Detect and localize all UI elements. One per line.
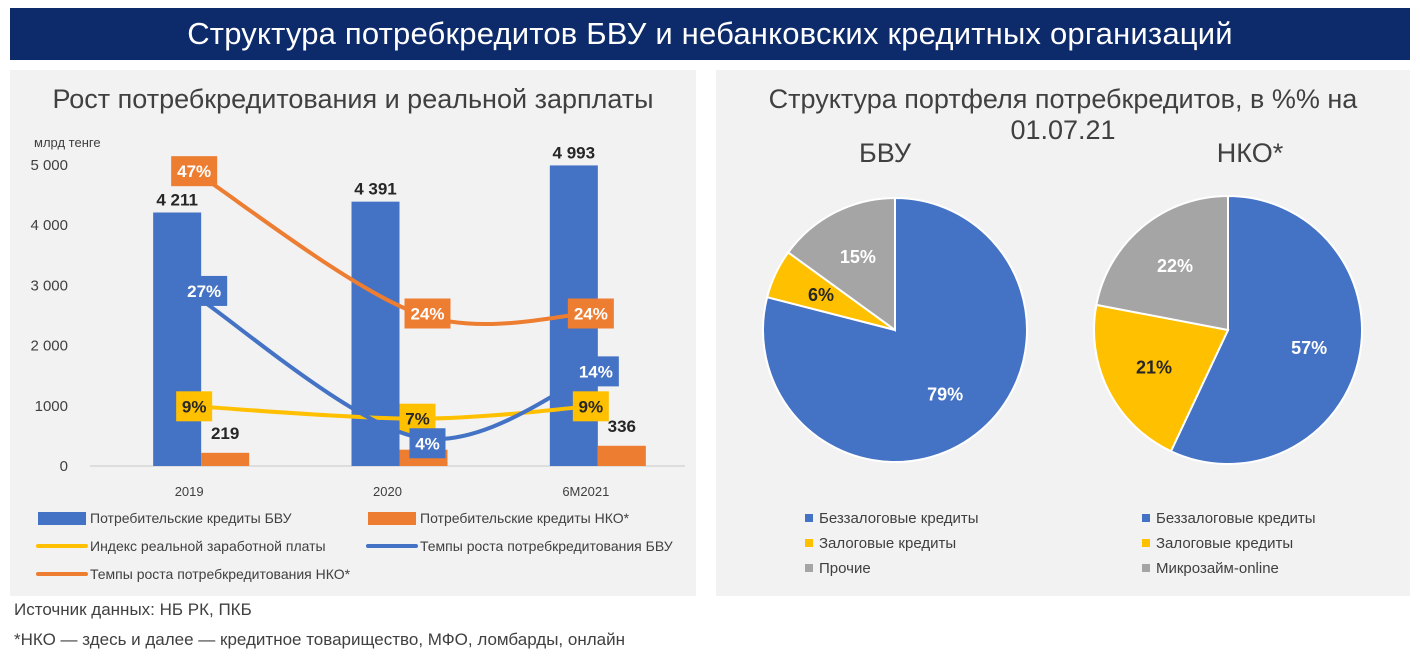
bar-bvu (351, 201, 400, 466)
pie-data-label: 15% (840, 247, 876, 267)
pie-slice (1093, 303, 1230, 453)
legend-label: Беззалоговые кредиты (1156, 510, 1316, 527)
bar-bvu (153, 212, 202, 466)
pie-slice (1169, 194, 1364, 465)
legend-label: Темпы роста потребкредитования БВУ (420, 538, 673, 554)
line-data-label: 9% (579, 397, 604, 416)
line-label-box (171, 156, 218, 187)
pie-panel-title: Структура портфеля потребкредитов, в %% … (768, 84, 1358, 145)
page-title: Структура потребкредитов БВУ и небанковс… (187, 16, 1233, 51)
line-data-label: 7% (405, 410, 430, 429)
pie-slice (1095, 194, 1229, 332)
y-tick-label: 5 000 (30, 157, 68, 174)
pie-data-label: 21% (1136, 358, 1172, 378)
legend-swatch (1142, 564, 1150, 572)
line-label-box (572, 356, 619, 387)
legend-label: Индекс реальной заработной платы (90, 538, 326, 554)
legend-swatch (38, 512, 86, 525)
x-tick-label: 2020 (373, 484, 402, 499)
y-tick-label: 1000 (35, 398, 68, 415)
line-data-label: 4% (415, 434, 440, 453)
page-banner: Структура потребкредитов БВУ и небанковс… (10, 8, 1410, 60)
pie-data-label: 22% (1157, 256, 1193, 276)
legend-swatch (805, 514, 813, 522)
bar-nko (201, 452, 250, 466)
bar-chart-title: Рост потребкредитования и реальной зарпл… (52, 84, 654, 114)
x-tick-label: 2019 (175, 484, 204, 499)
line-label-box (181, 275, 228, 306)
line-data-label: 27% (187, 282, 221, 301)
footnote: *НКО — здесь и далее — кредитное товарищ… (14, 630, 625, 649)
bar-nko (597, 445, 646, 466)
y-tick-label: 2 000 (30, 338, 68, 355)
legend-label: Залоговые кредиты (1156, 535, 1293, 552)
y-tick-label: 4 000 (30, 217, 68, 234)
line-label-box (572, 391, 609, 422)
source-note: Источник данных: НБ РК, ПКБ (14, 600, 252, 619)
line-data-label: 9% (182, 397, 207, 416)
y-tick-label: 3 000 (30, 277, 68, 294)
pie-title: НКО* (1217, 138, 1284, 168)
line-label-box (176, 391, 213, 422)
chart-canvas: млрд тенге 0 1000 2 000 3 000 4 000 5 000 2019 2… (30, 135, 1364, 582)
pie-slice (786, 196, 896, 332)
legend-label: Темпы роста потребкредитования НКО* (90, 566, 351, 582)
line-data-label: 24% (410, 305, 444, 324)
bar-data-label: 336 (608, 417, 636, 436)
x-tick-label: 6M2021 (562, 484, 609, 499)
legend-swatch (1142, 514, 1150, 522)
legend-swatch (368, 512, 416, 525)
line-data-label: 14% (579, 362, 613, 381)
pie-data-label: 6% (808, 285, 834, 305)
bar-data-label: 4 391 (354, 180, 397, 199)
pie-data-label: 79% (927, 385, 963, 405)
legend-label: Потребительские кредиты НКО* (420, 510, 630, 526)
legend-swatch (805, 564, 813, 572)
legend-label: Беззалоговые кредиты (819, 510, 979, 527)
legend-label: Прочие (819, 560, 871, 577)
y-axis-unit: млрд тенге (34, 135, 101, 150)
line-label-box (404, 298, 451, 329)
bar-data-label: 4 211 (156, 190, 198, 209)
legend-label: Потребительские кредиты БВУ (90, 510, 292, 526)
line-label-box (567, 298, 614, 329)
pie-title: БВУ (859, 138, 912, 168)
legend-swatch (805, 539, 813, 547)
bar-data-label: 4 993 (553, 143, 596, 162)
pie-data-label: 57% (1291, 338, 1327, 358)
bar-data-label: 219 (211, 424, 239, 443)
line-label-box (409, 428, 446, 459)
legend-swatch (1142, 539, 1150, 547)
line-data-label: 24% (574, 305, 608, 324)
y-tick-label: 0 (60, 458, 68, 475)
legend-label: Залоговые кредиты (819, 535, 956, 552)
line-data-label: 47% (177, 162, 211, 181)
legend-label: Микрозайм-online (1156, 560, 1279, 577)
